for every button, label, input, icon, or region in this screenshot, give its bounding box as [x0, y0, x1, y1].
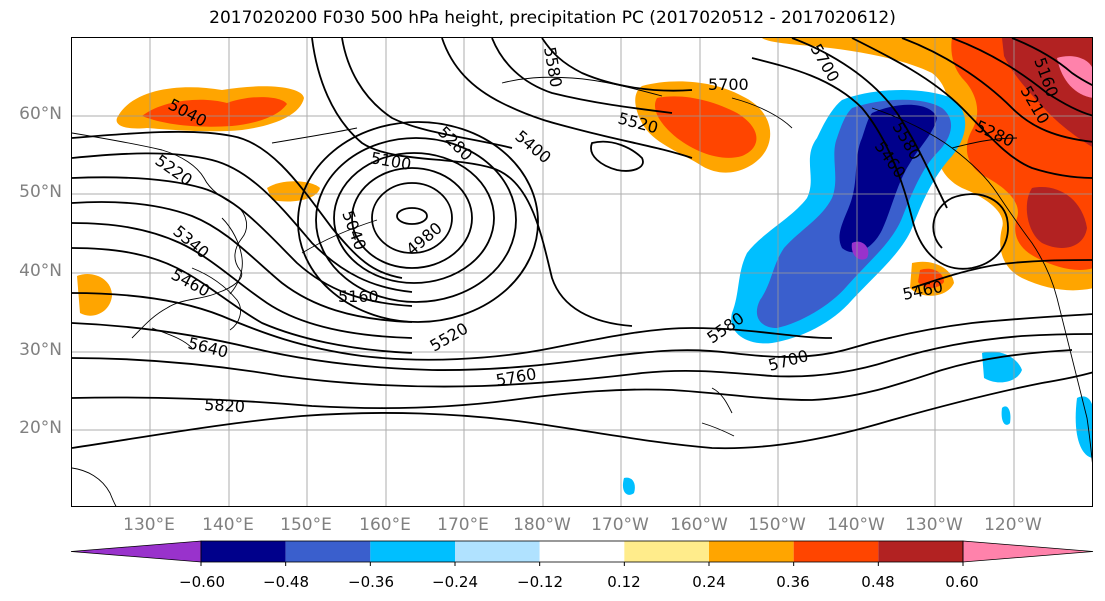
colorbar-cell	[709, 541, 794, 562]
lon-label: 140°W	[827, 515, 885, 535]
lon-label: 150°W	[748, 515, 806, 535]
precip-patch-negative	[622, 477, 635, 495]
contour-label: 5460	[901, 277, 945, 304]
height-contours	[72, 38, 1092, 450]
colorbar-tick-label: −0.60	[179, 573, 225, 591]
precip-patch-negative	[1001, 406, 1011, 425]
precip-patch-positive	[77, 274, 112, 316]
contour-label: 5280	[434, 122, 476, 164]
colorbar-tick-label: −0.24	[432, 573, 478, 591]
lon-label: 160°E	[359, 515, 411, 535]
colorbar-outline	[200, 540, 964, 563]
colorbar-cell	[793, 541, 879, 562]
lon-label: 170°E	[437, 515, 489, 535]
lat-label: 40°N	[19, 261, 62, 281]
precip-patch-positive	[1026, 187, 1087, 248]
lon-label: 130°E	[123, 515, 175, 535]
gridlines	[72, 38, 1092, 506]
contour-label: 5460	[168, 265, 213, 301]
colorbar-cell	[455, 541, 540, 562]
colorbar-cell	[285, 541, 371, 562]
lat-label: 30°N	[19, 340, 62, 360]
colorbar-cell	[878, 541, 963, 562]
contour-label: 5640	[186, 333, 230, 361]
colorbar-cell	[201, 541, 286, 562]
colorbar-cell	[962, 540, 1094, 563]
map-panel: 5040 5220 5340 5460 5640 5820 5100 5280 …	[71, 37, 1093, 507]
map-canvas: 5040 5220 5340 5460 5640 5820 5100 5280 …	[72, 38, 1092, 506]
precip-patch-positive	[654, 96, 757, 158]
colorbar-cell	[624, 541, 709, 562]
lat-label: 50°N	[19, 182, 62, 202]
contour-label: 5040	[338, 208, 370, 253]
precip-patch-negative	[851, 241, 869, 260]
contour-label: 5520	[427, 319, 472, 356]
lat-label: 60°N	[19, 104, 62, 124]
lat-label: 20°N	[19, 418, 62, 438]
colorbar-tick-label: 0.48	[861, 573, 895, 591]
contour-label: 5160	[338, 287, 379, 306]
lon-label: 180°W	[513, 515, 571, 535]
contour-label: 5700	[766, 346, 810, 375]
colorbar-tick-label: 0.60	[945, 573, 979, 591]
colorbar-cell	[539, 541, 625, 562]
lon-label: 170°W	[591, 515, 649, 535]
contour-label: 5580	[540, 45, 566, 88]
precip-patch-positive	[1057, 56, 1092, 98]
contour-label: 5100	[369, 148, 412, 174]
lon-label: 130°W	[905, 515, 963, 535]
contour-label: 5400	[511, 127, 554, 168]
lon-label: 140°E	[202, 515, 254, 535]
colorbar-tick-label: −0.36	[348, 573, 394, 591]
colorbar-cell	[370, 541, 455, 562]
precip-patch-positive	[142, 97, 287, 127]
lon-label: 160°W	[670, 515, 728, 535]
colorbar-tick-label: −0.12	[517, 573, 563, 591]
lon-label: 150°E	[280, 515, 332, 535]
colorbar-tick-label: 0.24	[692, 573, 726, 591]
precip-patch-negative	[1075, 396, 1092, 458]
precip-patch-negative	[839, 104, 937, 253]
precip-patch-positive	[267, 181, 320, 202]
precip-shading	[77, 38, 1092, 495]
colorbar-tick-label: 0.36	[776, 573, 810, 591]
colorbar-cell	[70, 540, 202, 563]
contour-label: 5700	[708, 75, 749, 94]
map-title: 2017020200 F030 500 hPa height, precipit…	[209, 8, 896, 28]
contour-label: 5820	[204, 395, 246, 416]
colorbar-tick-label: 0.12	[607, 573, 641, 591]
colorbar-tick-label: −0.48	[263, 573, 309, 591]
lon-label: 120°W	[984, 515, 1042, 535]
